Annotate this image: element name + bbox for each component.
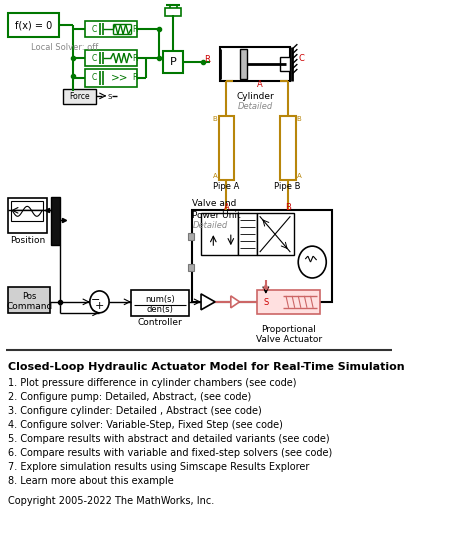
Text: −: − xyxy=(91,295,101,305)
Circle shape xyxy=(90,291,109,313)
Text: Pos: Pos xyxy=(22,293,37,301)
Bar xyxy=(257,214,294,255)
Text: Power Unit: Power Unit xyxy=(192,211,241,220)
Text: Force: Force xyxy=(69,92,90,101)
Text: 4. Configure solver: Variable-Step, Fixed Step (see code): 4. Configure solver: Variable-Step, Fixe… xyxy=(9,420,283,430)
Text: P: P xyxy=(170,57,176,67)
Text: Closed-Loop Hydraulic Actuator Model for Real-Time Simulation: Closed-Loop Hydraulic Actuator Model for… xyxy=(9,362,405,372)
Text: B: B xyxy=(297,116,301,122)
Text: num(s): num(s) xyxy=(145,295,175,304)
Bar xyxy=(131,290,189,316)
Polygon shape xyxy=(231,296,239,308)
Bar xyxy=(219,116,235,181)
Text: R: R xyxy=(133,74,138,82)
Bar xyxy=(188,264,194,271)
Text: C: C xyxy=(92,25,97,33)
Text: C: C xyxy=(299,54,305,63)
Bar xyxy=(238,214,257,255)
Text: Pipe B: Pipe B xyxy=(275,182,301,191)
Bar xyxy=(220,47,290,81)
Text: Detailed: Detailed xyxy=(238,102,273,111)
Bar xyxy=(85,21,137,37)
Bar xyxy=(165,8,181,16)
Text: Command: Command xyxy=(6,302,52,311)
Text: R: R xyxy=(133,25,138,33)
Bar xyxy=(201,214,238,255)
Text: Valve and: Valve and xyxy=(192,199,237,208)
Bar xyxy=(9,287,51,313)
Text: A: A xyxy=(224,203,229,212)
Text: S: S xyxy=(108,94,112,100)
Text: f(x) = 0: f(x) = 0 xyxy=(15,20,52,30)
Text: 7. Explore simulation results using Simscape Results Explorer: 7. Explore simulation results using Sims… xyxy=(9,462,310,472)
Circle shape xyxy=(298,246,326,278)
Text: >>: >> xyxy=(111,73,129,83)
Bar xyxy=(280,57,290,71)
Text: Detailed: Detailed xyxy=(192,221,228,229)
Text: Copyright 2005-2022 The MathWorks, Inc.: Copyright 2005-2022 The MathWorks, Inc. xyxy=(9,496,215,506)
Bar xyxy=(51,198,60,245)
Text: Cylinder: Cylinder xyxy=(236,92,274,102)
Text: 6. Compare results with variable and fixed-step solvers (see code): 6. Compare results with variable and fix… xyxy=(9,448,333,458)
Bar xyxy=(9,13,59,37)
Bar xyxy=(257,290,320,314)
Bar xyxy=(192,210,332,302)
Bar xyxy=(307,292,313,299)
Text: A: A xyxy=(297,173,301,180)
Bar xyxy=(240,49,247,79)
Text: den(s): den(s) xyxy=(147,305,173,315)
Text: R: R xyxy=(133,54,138,63)
Text: 8. Learn more about this example: 8. Learn more about this example xyxy=(9,476,174,486)
Text: B: B xyxy=(285,203,290,212)
Bar xyxy=(9,198,47,233)
Bar xyxy=(188,233,194,240)
Bar xyxy=(163,51,183,73)
Text: Position: Position xyxy=(10,236,45,245)
Bar xyxy=(11,201,43,221)
Text: B: B xyxy=(213,116,217,122)
Text: C: C xyxy=(92,74,97,82)
Text: 1. Plot pressure difference in cylinder chambers (see code): 1. Plot pressure difference in cylinder … xyxy=(9,378,297,389)
Text: Proportional: Proportional xyxy=(261,325,316,334)
Bar xyxy=(85,69,137,87)
Text: C: C xyxy=(92,54,97,63)
Polygon shape xyxy=(201,294,215,310)
Text: A: A xyxy=(213,173,217,180)
Bar xyxy=(63,89,96,104)
Bar xyxy=(280,116,295,181)
Text: A: A xyxy=(257,81,262,89)
Text: Local Solver: off: Local Solver: off xyxy=(31,43,98,52)
Text: R: R xyxy=(204,54,210,64)
Text: Pipe A: Pipe A xyxy=(213,182,239,191)
Text: 5. Compare results with abstract and detailed variants (see code): 5. Compare results with abstract and det… xyxy=(9,434,330,444)
Text: 2. Configure pump: Detailed, Abstract, (see code): 2. Configure pump: Detailed, Abstract, (… xyxy=(9,393,252,402)
Text: S: S xyxy=(263,298,268,307)
Text: Valve Actuator: Valve Actuator xyxy=(256,335,322,344)
Text: 3. Configure cylinder: Detailed , Abstract (see code): 3. Configure cylinder: Detailed , Abstra… xyxy=(9,406,262,416)
Bar xyxy=(85,50,137,66)
Text: +: + xyxy=(95,301,104,311)
Text: Controller: Controller xyxy=(138,318,182,327)
